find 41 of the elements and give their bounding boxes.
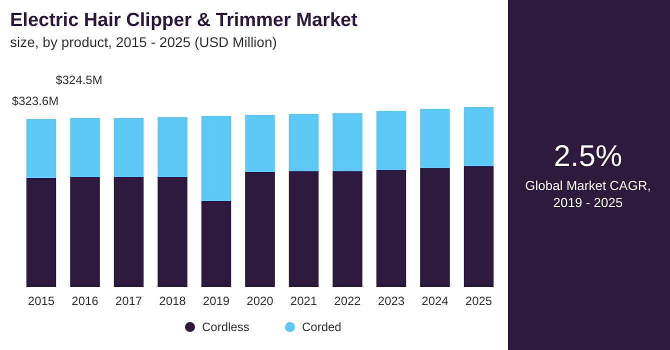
bar bbox=[158, 177, 188, 287]
x-tick-label: 2024 bbox=[422, 294, 449, 308]
x-tick-label: 2017 bbox=[115, 294, 142, 308]
annotation: $323.6M bbox=[12, 94, 59, 108]
bar bbox=[245, 172, 275, 287]
x-tick-label: 2021 bbox=[290, 294, 318, 308]
bar bbox=[201, 200, 232, 287]
bar bbox=[464, 107, 494, 166]
bar bbox=[70, 177, 100, 287]
legend-label: Corded bbox=[302, 320, 342, 334]
bar bbox=[288, 171, 319, 287]
bar bbox=[201, 116, 232, 201]
bar bbox=[114, 118, 144, 178]
bar bbox=[245, 114, 275, 172]
bar bbox=[158, 117, 188, 178]
bar bbox=[332, 113, 362, 172]
bar bbox=[26, 118, 56, 178]
chart-subtitle: size, by product, 2015 - 2025 (USD Million) bbox=[10, 34, 277, 50]
text: 2.5% bbox=[554, 140, 622, 173]
bar bbox=[464, 166, 494, 287]
bar bbox=[288, 114, 319, 172]
bar bbox=[420, 108, 450, 168]
bar bbox=[26, 178, 56, 287]
x-tick-label: 2019 bbox=[202, 294, 230, 308]
x-tick-label: 2025 bbox=[465, 294, 492, 308]
x-tick-label: 2020 bbox=[246, 294, 274, 308]
text: Global Market CAGR, 2019 - 2025 bbox=[525, 178, 651, 210]
bar bbox=[114, 177, 144, 287]
legend-label: Cordless bbox=[202, 320, 250, 334]
annotation: $324.5M bbox=[56, 72, 102, 87]
x-tick-label: 2015 bbox=[28, 294, 55, 308]
x-tick-label: 2022 bbox=[334, 294, 362, 308]
bar bbox=[376, 170, 406, 287]
x-tick-label: 2018 bbox=[159, 294, 186, 308]
bar bbox=[332, 171, 362, 287]
bar bbox=[70, 118, 100, 178]
bar bbox=[420, 168, 450, 287]
x-tick-label: 2023 bbox=[378, 294, 405, 308]
x-tick-label: 2016 bbox=[72, 294, 99, 308]
chart-title: Electric Hair Clipper & Trimmer Market bbox=[10, 10, 358, 31]
bar bbox=[376, 110, 406, 170]
